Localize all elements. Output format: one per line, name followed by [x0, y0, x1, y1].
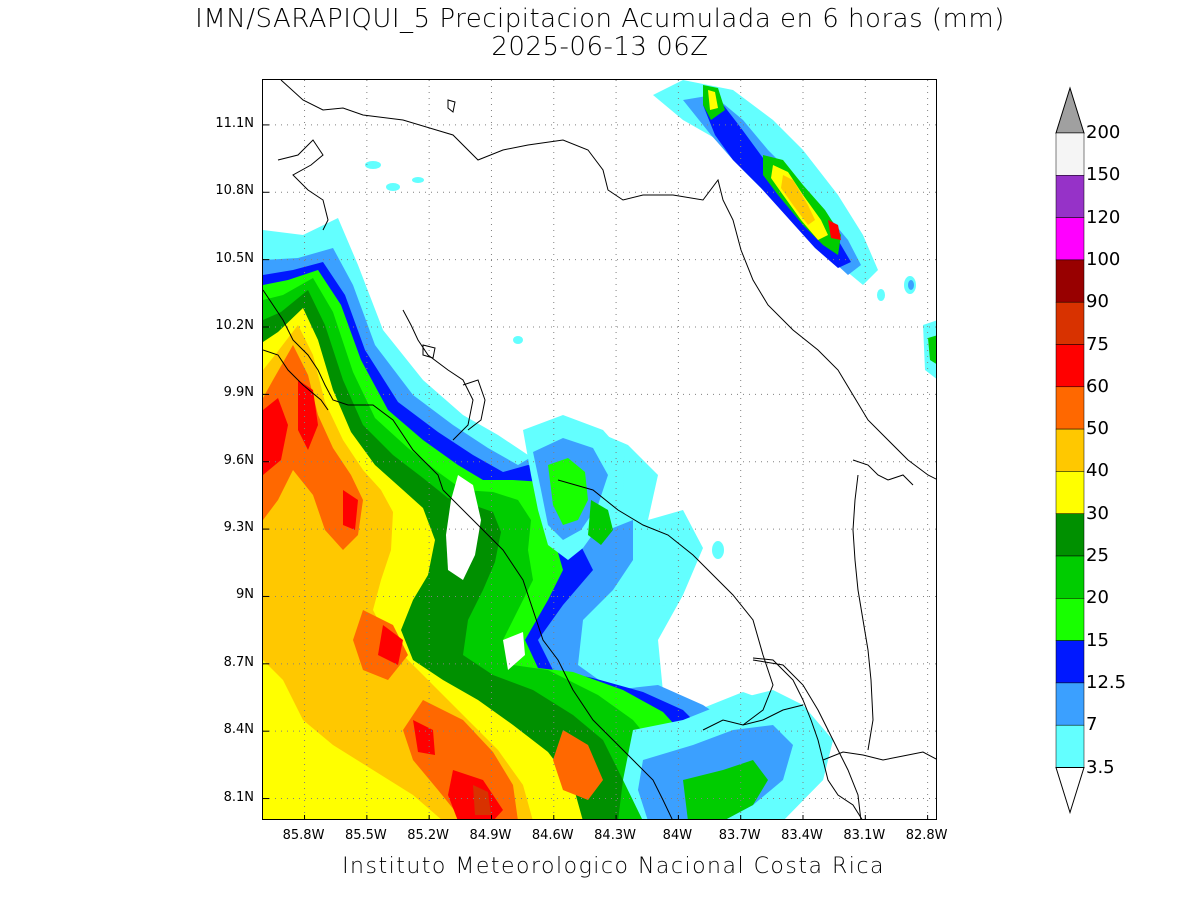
- legend-level-label: 25: [1086, 545, 1109, 566]
- legend-color-box: [1055, 682, 1085, 726]
- legend-level-label: 90: [1086, 291, 1109, 313]
- lon-label: 84W: [662, 828, 693, 843]
- legend-level-label: 40: [1086, 460, 1109, 482]
- lat-label: 10.5N: [215, 250, 254, 266]
- lat-label: 8.4N: [223, 722, 254, 738]
- lon-label: 83.7W: [718, 828, 761, 843]
- legend-color-box: [1055, 640, 1085, 684]
- lat-label: 8.1N: [223, 789, 254, 805]
- lon-label: 85.8W: [282, 828, 325, 843]
- legend-color-box: [1055, 344, 1085, 388]
- lat-label: 9.3N: [223, 520, 254, 536]
- legend-color-box: [1055, 555, 1085, 599]
- legend-level-label: 60: [1086, 375, 1109, 397]
- map-title: IMN/SARAPIQUI_5 Precipitacion Acumulada …: [195, 4, 1005, 34]
- legend-level-label: 100: [1086, 248, 1121, 270]
- legend-color-box: [1055, 724, 1085, 768]
- legend-level-label: 150: [1086, 164, 1121, 186]
- legend-color-box: [1055, 217, 1085, 261]
- legend-color-box: [1055, 513, 1085, 557]
- lat-label: 10.8N: [215, 183, 254, 199]
- precipitation-map: [263, 80, 936, 819]
- legend-level-label: 120: [1086, 206, 1121, 228]
- lat-label: 8.7N: [223, 654, 254, 670]
- legend-level-label: 3.5: [1086, 756, 1115, 778]
- footer-credit: Instituto Meteorologico Nacional Costa R…: [342, 854, 885, 879]
- lon-label: 83.4W: [781, 828, 823, 843]
- map-datetime: 2025-06-13 06Z: [491, 32, 709, 62]
- legend-color-box: [1055, 132, 1085, 176]
- lat-label: 11.1N: [215, 115, 254, 131]
- legend-top-arrow: [1055, 86, 1085, 134]
- lon-label: 84.6W: [531, 828, 574, 843]
- color-legend: [1055, 86, 1085, 815]
- legend-level-label: 15: [1086, 629, 1109, 651]
- lon-label: 84.3W: [594, 828, 636, 843]
- legend-level-label: 200: [1086, 122, 1121, 143]
- legend-color-box: [1055, 259, 1085, 303]
- legend-color-box: [1055, 175, 1085, 218]
- precipitation-field: [263, 80, 936, 819]
- lat-label: 10.2N: [215, 318, 254, 333]
- legend-level-label: 7: [1086, 714, 1098, 736]
- legend-level-label: 12.5: [1086, 671, 1127, 693]
- coastlines-borders: [263, 80, 936, 819]
- lat-label: 9N: [236, 587, 254, 603]
- lon-label: 83.1W: [843, 828, 886, 843]
- grid-lines: [263, 80, 936, 819]
- legend-level-label: 50: [1086, 418, 1109, 440]
- lon-label: 84.9W: [469, 828, 512, 843]
- lon-label: 85.5W: [344, 828, 387, 843]
- map-panel: [262, 79, 937, 820]
- legend-color-box: [1055, 301, 1085, 345]
- legend-level-label: 30: [1086, 502, 1109, 524]
- legend-color-box: [1055, 598, 1085, 641]
- lon-label: 85.2W: [407, 828, 450, 843]
- legend-bottom-arrow: [1055, 767, 1085, 815]
- legend-level-label: 75: [1086, 333, 1109, 355]
- lat-label: 9.9N: [223, 385, 254, 401]
- legend-level-label: 20: [1086, 587, 1109, 609]
- lon-label: 82.8W: [905, 828, 948, 843]
- legend-color-box: [1055, 428, 1085, 472]
- legend-color-box: [1055, 386, 1085, 430]
- legend-color-box: [1055, 471, 1085, 514]
- lat-label: 9.6N: [223, 452, 254, 468]
